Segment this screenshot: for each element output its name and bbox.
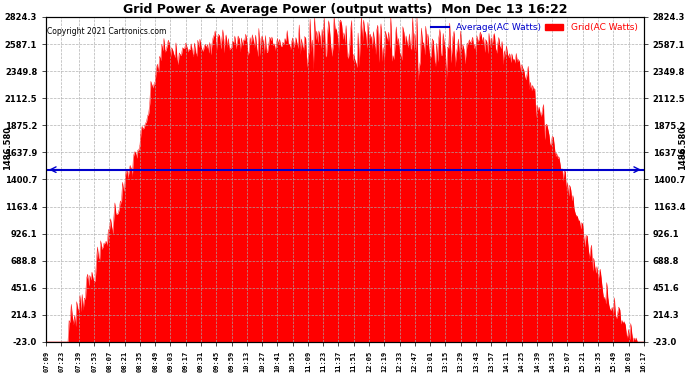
Text: 1486.580: 1486.580 xyxy=(678,126,687,170)
Text: Copyright 2021 Cartronics.com: Copyright 2021 Cartronics.com xyxy=(47,27,166,36)
Legend: Average(AC Watts), Grid(AC Watts): Average(AC Watts), Grid(AC Watts) xyxy=(428,21,640,34)
Text: 1486.580: 1486.580 xyxy=(3,126,12,170)
Title: Grid Power & Average Power (output watts)  Mon Dec 13 16:22: Grid Power & Average Power (output watts… xyxy=(123,3,567,16)
